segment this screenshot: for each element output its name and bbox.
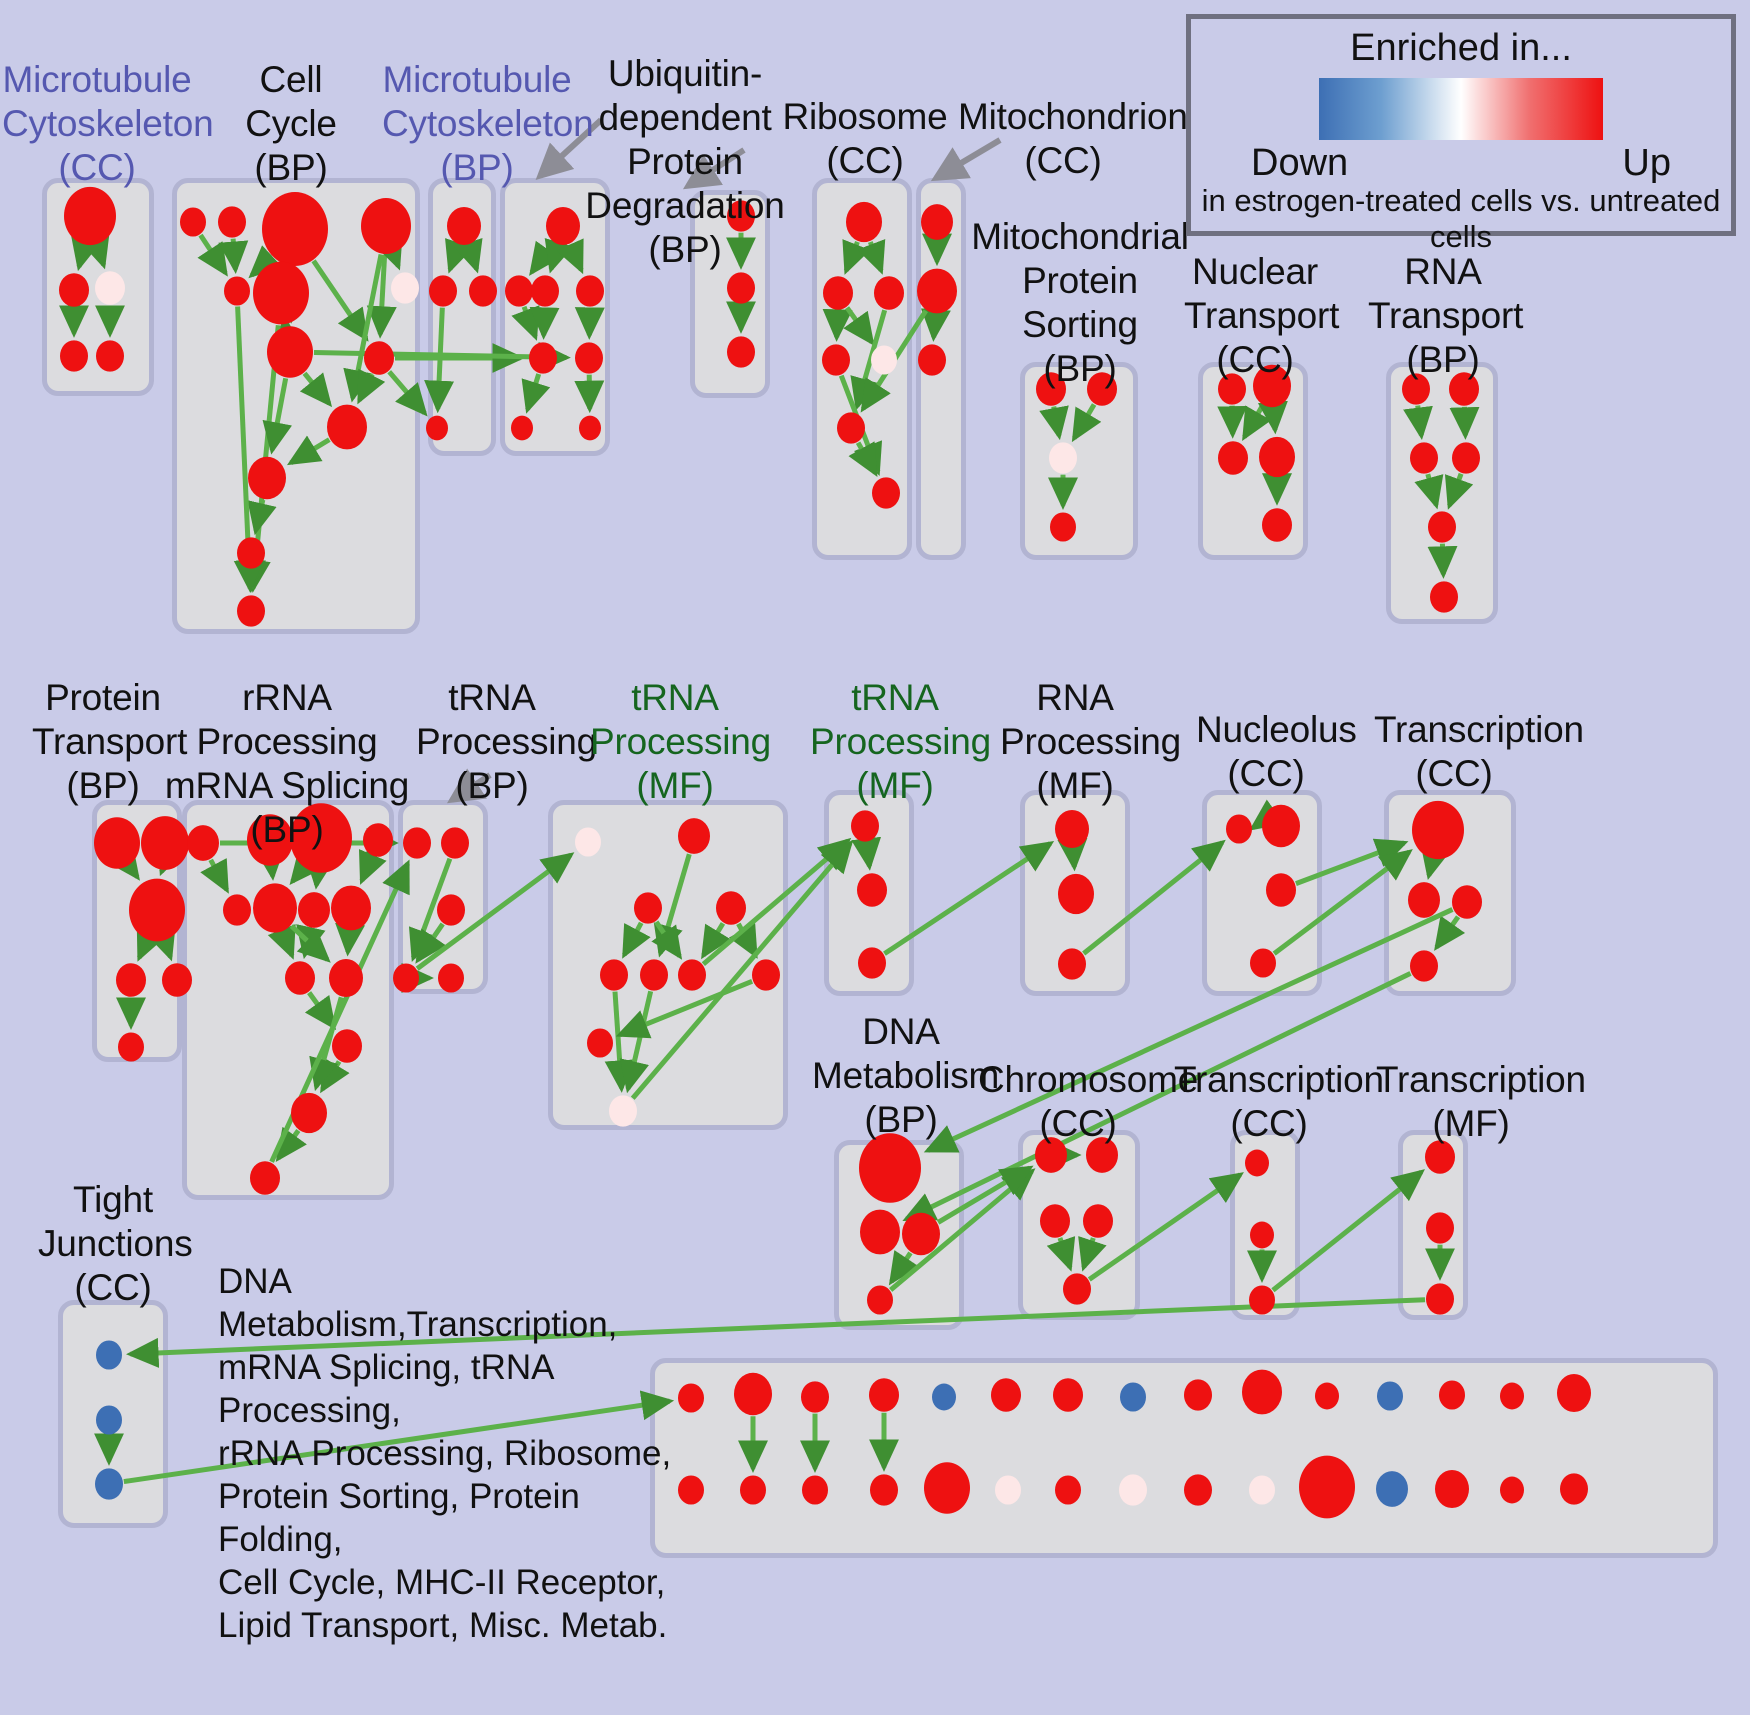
cluster-label-protein-transport-bp: Protein Transport (BP) xyxy=(32,677,188,806)
cluster-box-microtubule-cytoskeleton-bp xyxy=(428,178,496,456)
cluster-box-ribosome-cc xyxy=(812,178,912,560)
cluster-label-trna-processing-mf-1: tRNA Processing (MF) xyxy=(590,677,772,806)
cluster-box-microtubule-cytoskeleton-cc xyxy=(42,178,154,396)
cluster-label-rrna-processing-mrna-splicing-bp: rRNA Processing mRNA Splicing (BP) xyxy=(164,677,410,850)
cluster-label-cell-cycle-bp: Cell Cycle (BP) xyxy=(245,59,337,188)
cluster-label-mitochondrion-cc: Mitochondrion (CC) xyxy=(958,96,1188,181)
cluster-box-rna-processing-mf xyxy=(1020,790,1130,996)
cluster-box-misc-unclustered xyxy=(650,1358,1718,1558)
cluster-box-transcription-mf xyxy=(1398,1130,1468,1320)
cluster-label-tight-junctions-cc: Tight Junctions (CC) xyxy=(38,1179,193,1308)
legend-up-label: Up xyxy=(1622,142,1671,184)
cluster-label-microtubule-cytoskeleton-bp: Microtubule Cytoskeleton (BP) xyxy=(382,59,594,188)
cluster-box-dna-metabolism-bp xyxy=(834,1140,964,1330)
cluster-box-transcription-cc-top xyxy=(1384,790,1516,996)
cluster-box-tight-junctions-cc xyxy=(58,1300,168,1528)
cluster-box-rrna-processing-mrna-splicing-bp xyxy=(182,800,394,1200)
cluster-label-ubiquitin-dependent-protein-degradation-bp: Ubiquitin- dependent Protein Degradation… xyxy=(585,53,785,270)
legend-panel: Enriched in... Down Up in estrogen-treat… xyxy=(1186,14,1736,254)
cluster-box-mitochondrion-cc xyxy=(916,178,966,560)
cluster-box-nuclear-transport-cc xyxy=(1198,362,1308,560)
cluster-label-trna-processing-bp: tRNA Processing (BP) xyxy=(416,677,598,806)
legend-title: Enriched in... xyxy=(1350,27,1572,69)
cluster-label-trna-processing-mf-2: tRNA Processing (MF) xyxy=(810,677,992,806)
cluster-box-trna-processing-mf-2 xyxy=(824,790,914,996)
summary-text-block: DNA Metabolism,Transcription, mRNA Splic… xyxy=(218,1262,672,1645)
cluster-box-transcription-cc-bottom xyxy=(1230,1130,1300,1320)
cluster-label-rna-transport-bp: RNA Transport (BP) xyxy=(1368,251,1524,380)
legend-down-label: Down xyxy=(1251,142,1349,184)
legend-color-bar xyxy=(1319,78,1603,140)
cluster-label-dna-metabolism-bp: DNA Metabolism (BP) xyxy=(812,1011,1000,1140)
cluster-label-microtubule-cytoskeleton-cc: Microtubule Cytoskeleton (CC) xyxy=(2,59,214,188)
cluster-label-transcription-cc-top: Transcription (CC) xyxy=(1374,709,1584,794)
cluster-box-nucleolus-cc xyxy=(1202,790,1322,996)
cluster-label-mitochondrial-protein-sorting-bp: Mitochondrial Protein Sorting (BP) xyxy=(971,216,1189,389)
cluster-box-trna-processing-mf-1 xyxy=(548,800,788,1130)
legend-subtitle: in estrogen-treated cells vs. untreated … xyxy=(1201,183,1721,254)
cluster-label-rna-processing-mf: RNA Processing (MF) xyxy=(1000,677,1182,806)
cluster-box-chromosome-cc xyxy=(1018,1130,1140,1320)
cluster-box-cell-cycle-bp xyxy=(172,178,420,634)
cluster-label-nuclear-transport-cc: Nuclear Transport (CC) xyxy=(1184,251,1340,380)
cluster-box-mitochondrial-protein-sorting-bp xyxy=(1020,362,1138,560)
cluster-label-transcription-cc-bottom: Transcription (CC) xyxy=(1174,1059,1384,1144)
cluster-label-nucleolus-cc: Nucleolus (CC) xyxy=(1196,709,1357,794)
cluster-label-chromosome-cc: Chromosome (CC) xyxy=(978,1059,1199,1144)
cluster-label-ribosome-cc: Ribosome (CC) xyxy=(782,96,948,181)
cluster-box-rna-transport-bp xyxy=(1386,362,1498,624)
cluster-label-transcription-mf: Transcription (MF) xyxy=(1376,1059,1586,1144)
